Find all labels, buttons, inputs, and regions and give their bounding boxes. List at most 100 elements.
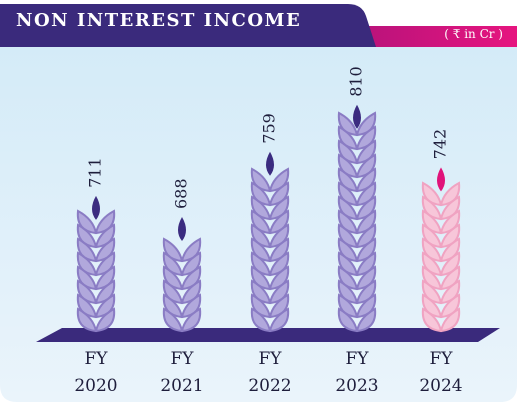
leaf xyxy=(268,223,290,249)
leaf xyxy=(250,167,272,193)
leaf xyxy=(94,279,116,305)
leaf xyxy=(76,223,98,249)
leaf xyxy=(355,153,377,179)
leaf xyxy=(439,293,461,319)
leaf xyxy=(250,209,272,235)
leaf xyxy=(421,195,443,221)
leaf xyxy=(355,125,377,151)
leaf xyxy=(355,237,377,263)
leaf xyxy=(94,237,116,263)
leaf xyxy=(76,293,98,319)
leaf xyxy=(355,307,377,333)
leaf xyxy=(337,195,359,221)
x-tick-label: FY 2023 xyxy=(335,349,379,396)
leaf xyxy=(268,181,290,207)
leaf xyxy=(439,237,461,263)
leaf xyxy=(337,153,359,179)
leaf xyxy=(355,167,377,193)
value-label: 688 xyxy=(172,178,191,209)
leaf xyxy=(250,265,272,291)
leaf xyxy=(162,251,184,277)
title: NON INTEREST INCOME xyxy=(16,10,302,31)
leaf xyxy=(337,139,359,165)
leaf xyxy=(268,195,290,221)
leaf xyxy=(76,209,98,235)
leaf xyxy=(421,307,443,333)
leaf xyxy=(355,265,377,291)
leaf xyxy=(439,307,461,333)
x-tick-label: FY 2024 xyxy=(419,349,463,396)
leaf xyxy=(355,139,377,165)
leaf xyxy=(421,293,443,319)
leaf xyxy=(180,237,202,263)
leaf xyxy=(268,167,290,193)
leaf xyxy=(337,209,359,235)
grain-tip xyxy=(437,167,445,192)
leaf xyxy=(250,307,272,333)
stalk xyxy=(421,167,461,333)
leaf xyxy=(94,293,116,319)
stalk xyxy=(337,104,377,333)
leaf xyxy=(355,195,377,221)
stalk xyxy=(250,151,290,333)
leaf xyxy=(439,265,461,291)
title-band xyxy=(0,4,376,47)
leaf xyxy=(180,307,202,333)
leaf xyxy=(180,279,202,305)
leaf xyxy=(355,293,377,319)
leaf xyxy=(268,237,290,263)
leaf xyxy=(439,251,461,277)
leaf xyxy=(421,181,443,207)
leaf xyxy=(162,237,184,263)
leaf xyxy=(94,209,116,235)
leaf xyxy=(337,251,359,277)
leaf xyxy=(250,195,272,221)
leaf xyxy=(94,223,116,249)
grain-tip xyxy=(178,217,186,242)
leaf xyxy=(162,265,184,291)
leaf xyxy=(250,293,272,319)
leaf xyxy=(268,265,290,291)
leaf xyxy=(439,181,461,207)
leaf xyxy=(421,209,443,235)
stalk xyxy=(162,217,202,333)
grain-tip xyxy=(92,195,100,220)
x-tick-label: FY 2020 xyxy=(74,349,118,396)
value-label: 759 xyxy=(260,113,279,144)
leaf xyxy=(337,223,359,249)
value-label: 810 xyxy=(347,66,366,97)
leaf xyxy=(94,265,116,291)
leaf xyxy=(337,293,359,319)
ground xyxy=(36,328,500,342)
leaf xyxy=(355,251,377,277)
leaf xyxy=(268,307,290,333)
leaf xyxy=(337,111,359,137)
leaf xyxy=(439,209,461,235)
leaf xyxy=(355,223,377,249)
leaf xyxy=(421,265,443,291)
leaf xyxy=(162,293,184,319)
leaf xyxy=(421,251,443,277)
leaf xyxy=(76,265,98,291)
leaf xyxy=(337,307,359,333)
leaf xyxy=(421,237,443,263)
leaf xyxy=(250,223,272,249)
grain-tip xyxy=(266,151,274,176)
leaf xyxy=(355,209,377,235)
leaf xyxy=(421,223,443,249)
leaf xyxy=(162,307,184,333)
leaf xyxy=(76,307,98,333)
leaf xyxy=(180,265,202,291)
value-label: 711 xyxy=(86,157,105,188)
leaf xyxy=(355,111,377,137)
leaf xyxy=(337,167,359,193)
leaf xyxy=(76,279,98,305)
leaf xyxy=(250,279,272,305)
unit-band xyxy=(330,26,517,47)
leaf xyxy=(250,251,272,277)
leaf xyxy=(439,223,461,249)
x-tick-label: FY 2021 xyxy=(160,349,204,396)
leaf xyxy=(337,265,359,291)
leaf xyxy=(439,195,461,221)
